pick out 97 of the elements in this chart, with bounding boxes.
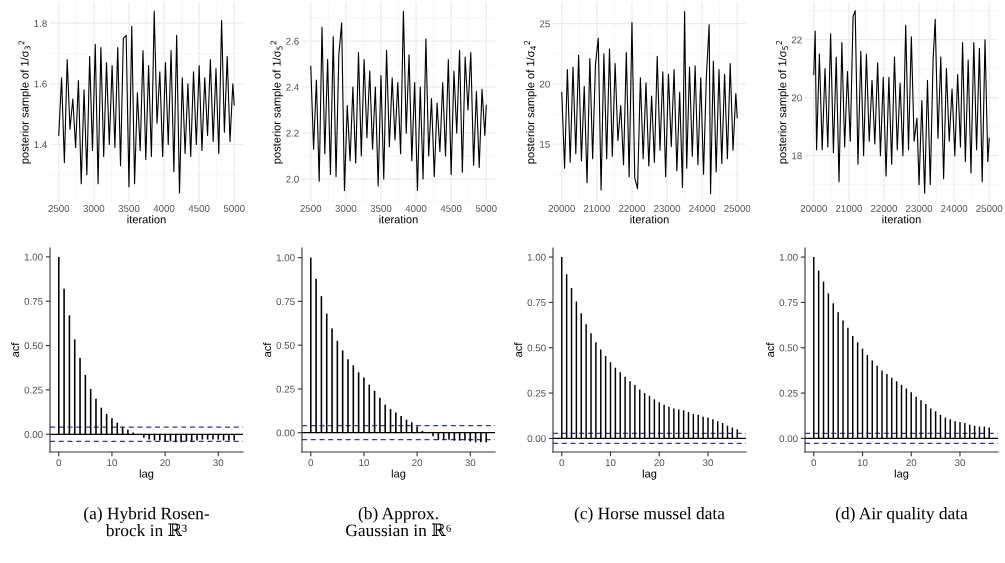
x-tick-label: 10 <box>857 459 868 467</box>
x-tick-label: 10 <box>359 459 369 467</box>
x-tick-label: 24000 <box>941 205 968 212</box>
x-tick-label: 0 <box>56 459 62 467</box>
x-tick-label: 2500 <box>48 205 70 212</box>
x-axis-title: lag <box>894 469 909 480</box>
y-axis-title: acf <box>11 342 20 357</box>
y-axis-title: posterior sample of 1/σ$_{3}$$^{2}$ <box>18 40 31 164</box>
x-tick-label: 30 <box>465 459 476 467</box>
x-tick-label: 10 <box>107 459 117 467</box>
text: (c) Horse mussel data <box>574 507 725 523</box>
y-tick-label: 0.00 <box>779 435 798 443</box>
x-axis-title: iteration <box>127 215 166 224</box>
y-tick-label: 1.00 <box>527 253 546 261</box>
y-tick-label: 2.4 <box>286 83 299 91</box>
y-tick-label: 0.25 <box>276 385 295 393</box>
x-tick-label: 20 <box>160 459 171 467</box>
y-tick-label: 0.00 <box>527 435 546 443</box>
y-tick-label: 18 <box>792 152 802 160</box>
y-tick-label: 1.4 <box>34 141 47 148</box>
x-tick-label: 21000 <box>583 205 610 212</box>
x-axis-title: lag <box>139 469 154 480</box>
x-tick-label: 5000 <box>223 205 245 212</box>
x-tick-label: 4000 <box>405 205 427 212</box>
y-tick-label: 25 <box>539 20 550 28</box>
y-tick-label: 1.00 <box>276 254 295 262</box>
x-axis-title: lag <box>642 469 657 480</box>
y-axis-title: posterior sample of 1/σ$_{5}$$^{2}$ <box>270 40 283 164</box>
y-tick-label: 22 <box>791 36 802 44</box>
text: (a) Hybrid Rosen- brock in ℝ³ <box>84 507 210 537</box>
y-tick-label: 0.25 <box>527 389 546 397</box>
x-tick-label: 10 <box>605 459 616 467</box>
y-tick-label: 2.0 <box>286 175 299 183</box>
y-tick-label: 0.75 <box>276 298 295 306</box>
x-tick-label: 4000 <box>153 205 175 212</box>
y-tick-label: 2.2 <box>286 129 299 137</box>
x-tick-label: 3500 <box>370 205 392 212</box>
x-tick-label: 20 <box>906 459 917 467</box>
y-axis-title: posterior sample of 1/σ$_{5}$$^{2}$ <box>776 40 789 164</box>
x-tick-label: 0 <box>559 459 565 467</box>
x-tick-label: 20000 <box>548 205 575 212</box>
x-tick-label: 22000 <box>618 205 646 212</box>
x-tick-label: 2500 <box>300 205 322 212</box>
x-tick-label: 24000 <box>689 205 716 212</box>
y-tick-label: 1.00 <box>779 253 798 261</box>
x-axis-title: lag <box>391 469 406 480</box>
x-tick-label: 0 <box>308 459 314 467</box>
x-tick-label: 4500 <box>440 205 462 212</box>
y-tick-label: 0.25 <box>779 389 798 397</box>
line-series <box>813 10 990 194</box>
y-tick-label: 20 <box>539 80 550 88</box>
x-tick-label: 23000 <box>906 205 933 212</box>
y-tick-label: 0.00 <box>276 429 295 437</box>
x-tick-label: 30 <box>954 459 966 467</box>
y-tick-label: 0.50 <box>24 342 43 350</box>
x-tick-label: 21000 <box>835 205 862 212</box>
y-tick-label: 0.50 <box>276 341 295 349</box>
x-tick-label: 20000 <box>800 205 827 212</box>
line-series <box>561 11 738 195</box>
x-axis-title: iteration <box>379 215 418 224</box>
x-tick-label: 4500 <box>188 205 210 212</box>
y-tick-label: 0.75 <box>779 299 798 307</box>
y-tick-label: 0.50 <box>779 344 798 352</box>
y-tick-label: 1.8 <box>34 19 47 27</box>
text: (b) Approx. Gaussian in ℝ⁶ <box>346 507 451 537</box>
line-series <box>310 10 487 192</box>
x-tick-label: 5000 <box>475 205 497 212</box>
x-tick-label: 3000 <box>83 205 105 212</box>
y-tick-label: 20 <box>791 94 802 102</box>
text: (d) Air quality data <box>835 507 968 523</box>
x-axis-title: iteration <box>630 215 669 224</box>
y-tick-label: 0.75 <box>527 299 546 307</box>
x-tick-label: 0 <box>811 459 817 467</box>
y-tick-label: 0.25 <box>24 386 43 394</box>
y-tick-label: 2.6 <box>286 37 299 45</box>
y-axis-title: acf <box>514 342 523 357</box>
y-tick-label: 1.00 <box>24 253 43 261</box>
y-tick-label: 0.50 <box>527 344 546 352</box>
y-axis-title: posterior sample of 1/σ$_{4}$$^{2}$ <box>524 40 537 164</box>
x-tick-label: 25000 <box>724 205 751 212</box>
y-tick-label: 0.00 <box>24 430 43 438</box>
y-axis-title: acf <box>766 342 775 357</box>
y-axis-title: acf <box>263 342 272 357</box>
y-tick-label: 15 <box>540 141 550 148</box>
x-tick-label: 23000 <box>654 205 681 212</box>
x-axis-title: iteration <box>882 215 921 224</box>
y-tick-label: 0.75 <box>24 297 43 305</box>
x-tick-label: 30 <box>213 459 224 467</box>
x-tick-label: 20 <box>654 459 665 467</box>
y-tick-label: 1.6 <box>34 80 47 88</box>
x-tick-label: 25000 <box>976 205 1003 212</box>
x-tick-label: 30 <box>702 459 714 467</box>
x-tick-label: 3000 <box>335 205 357 212</box>
x-tick-label: 3500 <box>118 205 140 212</box>
x-tick-label: 20 <box>412 459 423 467</box>
x-tick-label: 22000 <box>870 205 898 212</box>
line-series <box>58 10 235 194</box>
